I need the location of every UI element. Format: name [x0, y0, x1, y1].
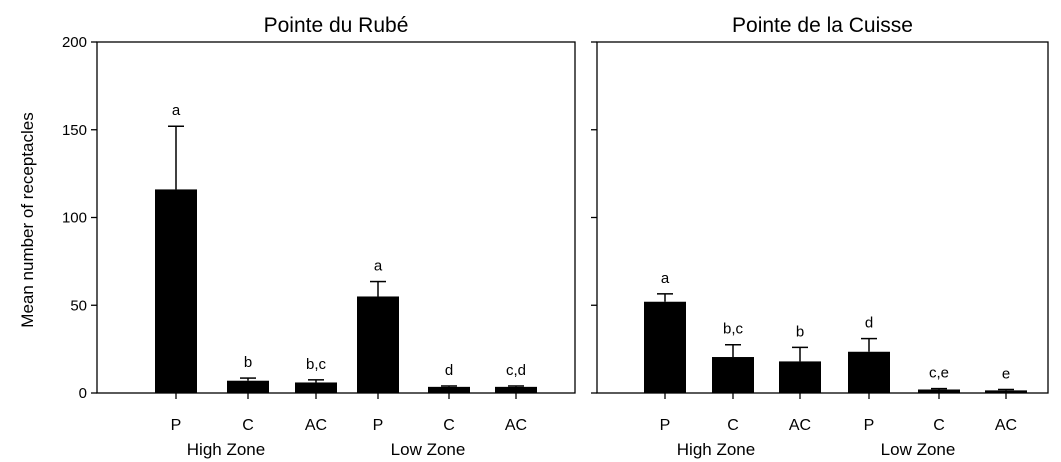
significance-label: a — [172, 102, 181, 119]
bar — [985, 390, 1027, 393]
panel-title: Pointe de la Cuisse — [732, 14, 913, 37]
category-label: P — [660, 417, 671, 434]
significance-label: b,c — [723, 321, 744, 338]
significance-label: d — [865, 315, 873, 332]
group-label: High Zone — [677, 440, 755, 459]
significance-label: c,e — [929, 365, 949, 382]
category-label: AC — [995, 417, 1017, 434]
group-label: High Zone — [187, 440, 265, 459]
significance-label: b,c — [306, 356, 327, 373]
category-label: C — [727, 417, 739, 434]
bar — [848, 351, 890, 393]
significance-label: b — [244, 354, 252, 371]
category-label: P — [373, 417, 384, 434]
bar — [779, 361, 821, 393]
y-axis-label: Mean number of receptacles — [18, 112, 37, 327]
category-label: AC — [789, 417, 811, 434]
category-label: C — [933, 417, 945, 434]
significance-label: d — [445, 362, 453, 379]
bar — [918, 389, 960, 393]
category-label: C — [242, 417, 254, 434]
group-label: Low Zone — [881, 440, 956, 459]
panel-1: Pointe du Rubé 0 50 100 150 200 a Pb Cb,c AC a Pd Cc… — [62, 14, 576, 459]
significance-label: c,d — [506, 362, 526, 379]
panel-2: Pointe de la Cuisse a Pb,c Cb AC d Pc,e Ce AC Hig… — [591, 14, 1049, 459]
chart-panels: Pointe du Rubé 0 50 100 150 200 a Pb Cb,c AC a Pd Cc… — [62, 14, 1049, 459]
category-label: AC — [305, 417, 327, 434]
bar — [155, 189, 197, 393]
bar — [644, 301, 686, 393]
category-label: P — [171, 417, 182, 434]
category-label: C — [443, 417, 455, 434]
category-label: AC — [505, 417, 527, 434]
group-label: Low Zone — [391, 440, 466, 459]
y-tick-label: 0 — [79, 385, 87, 402]
bar — [428, 386, 470, 393]
y-tick-label: 100 — [62, 210, 87, 227]
bar — [495, 386, 537, 393]
bar — [227, 380, 269, 393]
y-tick-label: 50 — [70, 297, 87, 314]
y-tick-label: 150 — [62, 122, 87, 139]
significance-label: a — [661, 270, 670, 287]
significance-label: a — [374, 258, 383, 275]
bar — [295, 382, 337, 393]
y-tick-label: 200 — [62, 34, 87, 51]
significance-label: b — [796, 323, 804, 340]
category-label: P — [864, 417, 875, 434]
panel-title: Pointe du Rubé — [264, 14, 409, 37]
bar — [712, 357, 754, 393]
bar — [357, 296, 399, 393]
significance-label: e — [1002, 365, 1010, 382]
